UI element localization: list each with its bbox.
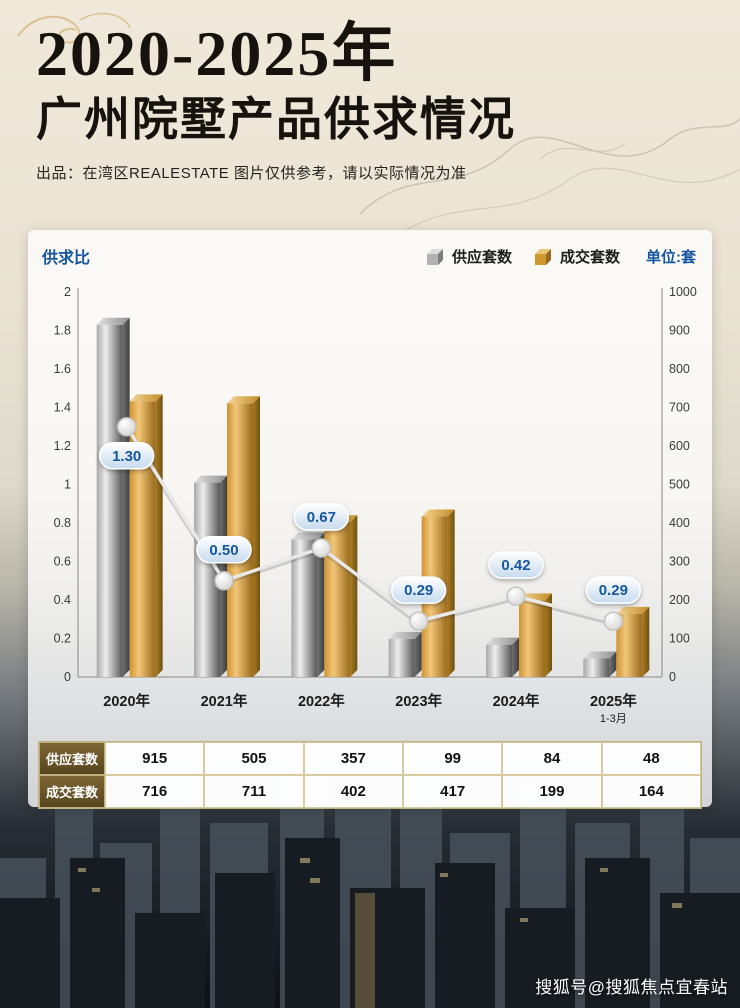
legend-item-supply: 供应套数 xyxy=(424,246,512,267)
data-table: 供应套数 915 505 357 99 84 48 成交套数 716 711 402 417 199 16… xyxy=(38,741,702,809)
svg-text:2025年: 2025年 xyxy=(590,692,637,710)
table-cell: 716 xyxy=(105,775,205,808)
sohu-watermark: 搜狐号@搜狐焦点宜春站 xyxy=(535,978,728,997)
ratio-badge: 1.30 xyxy=(98,442,155,470)
svg-text:0.42: 0.42 xyxy=(501,557,530,574)
ratio-badge: 0.29 xyxy=(390,576,447,604)
svg-text:1.6: 1.6 xyxy=(54,362,71,376)
bar-deal xyxy=(324,515,358,677)
svg-text:1.8: 1.8 xyxy=(54,324,71,338)
svg-text:0: 0 xyxy=(669,670,676,684)
left-axis-ticks: 2 1.8 1.6 1.4 1.2 1 0.8 0.6 0.4 0.2 0 xyxy=(54,285,71,684)
table-cell: 915 xyxy=(105,742,205,775)
ratio-marker xyxy=(116,417,137,437)
table-row-header: 成交套数 xyxy=(39,775,105,808)
gold-cube-icon xyxy=(534,248,551,265)
chart-panel-header: 供求比 供应套数 成交套数 单位:套 xyxy=(28,230,712,268)
table-row-header: 供应套数 xyxy=(39,742,105,775)
svg-text:2024年: 2024年 xyxy=(493,692,540,710)
table-cell: 48 xyxy=(601,742,701,775)
chart-area: 2 1.8 1.6 1.4 1.2 1 0.8 0.6 0.4 0.2 0 1000 900 800 700… xyxy=(28,270,712,735)
svg-text:0: 0 xyxy=(64,670,71,684)
svg-text:1.2: 1.2 xyxy=(54,439,71,453)
table-cell: 199 xyxy=(502,775,602,808)
table-cell: 417 xyxy=(403,775,503,808)
ratio-badge: 0.42 xyxy=(488,551,544,579)
svg-text:700: 700 xyxy=(669,401,690,415)
page-title-years: 2020-2025年 xyxy=(36,18,398,89)
bar-supply xyxy=(96,317,130,677)
bar-supply-series xyxy=(96,317,617,677)
unit-label: 单位:套 xyxy=(646,248,696,266)
svg-text:2022年: 2022年 xyxy=(298,692,345,710)
svg-text:0.29: 0.29 xyxy=(599,582,628,599)
svg-text:500: 500 xyxy=(669,478,690,492)
svg-text:2021年: 2021年 xyxy=(201,692,248,710)
gray-cube-icon xyxy=(426,248,443,265)
ratio-marker xyxy=(408,611,429,631)
ratio-axis-label: 供求比 xyxy=(42,250,91,267)
svg-text:2020年: 2020年 xyxy=(103,692,150,710)
svg-text:900: 900 xyxy=(669,324,690,338)
svg-text:300: 300 xyxy=(669,555,690,569)
bar-supply xyxy=(291,532,325,677)
header-block: 2020-2025年 广州院墅产品供求情况 出品：在湾区REALESTATE 图… xyxy=(36,20,516,183)
svg-text:800: 800 xyxy=(669,362,690,376)
ratio-badge: 0.29 xyxy=(585,576,642,604)
ratio-badge: 0.50 xyxy=(196,536,252,564)
svg-text:100: 100 xyxy=(669,632,690,646)
page-title-subject: 广州院墅产品供求情况 xyxy=(36,94,516,146)
svg-text:2: 2 xyxy=(64,285,71,299)
bar-supply xyxy=(583,651,617,677)
svg-text:0.8: 0.8 xyxy=(54,516,71,530)
table-cell: 84 xyxy=(502,742,602,775)
svg-text:0.4: 0.4 xyxy=(54,593,71,607)
ratio-badge: 0.67 xyxy=(293,503,350,531)
svg-text:600: 600 xyxy=(669,439,690,453)
table-cell: 711 xyxy=(204,775,304,808)
svg-text:1-3月: 1-3月 xyxy=(600,713,627,725)
svg-text:1000: 1000 xyxy=(669,285,697,299)
svg-text:0.2: 0.2 xyxy=(54,632,71,646)
ratio-marker xyxy=(506,586,526,606)
ratio-marker xyxy=(214,571,234,591)
legend-label-deal: 成交套数 xyxy=(559,248,620,266)
category-labels: 2020年 2021年 2022年 2023年 2024年 2025年 1-3月 xyxy=(103,692,637,725)
legend-label-supply: 供应套数 xyxy=(451,248,512,266)
ratio-labels: 1.30 0.50 0.67 0.29 0.42 0.29 xyxy=(98,442,642,604)
svg-text:0.50: 0.50 xyxy=(209,542,238,559)
supply-demand-chart: 21.81.61.41.210.80.60.40.201000900800700… xyxy=(54,285,697,725)
svg-text:1.30: 1.30 xyxy=(112,448,141,465)
table-cell: 505 xyxy=(204,742,304,775)
bar-deal xyxy=(519,593,552,677)
svg-text:1.4: 1.4 xyxy=(54,401,71,415)
table-cell: 357 xyxy=(303,742,403,775)
svg-text:0.6: 0.6 xyxy=(54,555,71,569)
axes xyxy=(77,288,663,678)
svg-text:2023年: 2023年 xyxy=(395,692,442,710)
ratio-marker xyxy=(603,611,624,631)
ratio-marker xyxy=(311,538,332,558)
table-cell: 164 xyxy=(601,775,701,808)
svg-text:1: 1 xyxy=(64,478,71,492)
bar-supply xyxy=(486,637,519,677)
svg-text:400: 400 xyxy=(669,516,690,530)
svg-text:200: 200 xyxy=(669,593,690,607)
svg-text:0.29: 0.29 xyxy=(404,582,433,599)
legend: 供应套数 成交套数 单位:套 xyxy=(404,246,698,267)
legend-item-deal: 成交套数 xyxy=(532,246,620,267)
table-cell: 99 xyxy=(403,742,503,775)
chart-panel: 供求比 供应套数 成交套数 单位:套 xyxy=(28,230,712,809)
table-cell: 402 xyxy=(303,775,403,808)
source-note: 出品：在湾区REALESTATE 图片仅供参考，请以实际情况为准 xyxy=(36,164,467,182)
bar-supply xyxy=(388,631,422,677)
svg-text:0.67: 0.67 xyxy=(307,509,336,526)
